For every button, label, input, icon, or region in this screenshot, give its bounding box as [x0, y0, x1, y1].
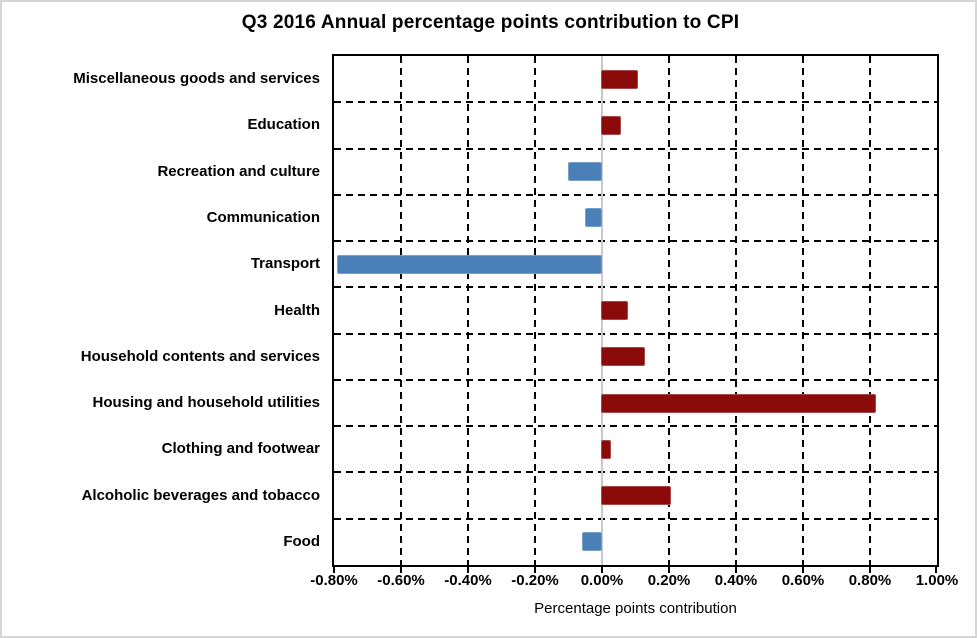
gridline-vertical: [534, 56, 536, 565]
bar-negative: [568, 162, 602, 181]
axis-tick: [601, 567, 603, 573]
axis-tick: [735, 567, 737, 573]
bar-positive: [601, 486, 671, 505]
bar-positive: [601, 301, 628, 320]
x-axis-title: Percentage points contribution: [534, 600, 737, 617]
x-tick-label: 0.80%: [848, 572, 892, 589]
category-label: Communication: [206, 209, 320, 226]
gridline-vertical: [869, 56, 871, 565]
category-label: Recreation and culture: [157, 163, 320, 180]
x-tick-label: 1.00%: [915, 572, 959, 589]
gridline-horizontal: [334, 333, 937, 335]
category-label: Education: [247, 116, 320, 133]
x-tick-label: 0.00%: [580, 572, 624, 589]
bar-positive: [601, 347, 645, 366]
x-tick-label: 0.60%: [781, 572, 825, 589]
axis-tick: [534, 567, 536, 573]
plot-area: [332, 54, 939, 573]
category-label: Clothing and footwear: [161, 440, 320, 457]
gridline-horizontal: [334, 425, 937, 427]
category-label: Food: [283, 533, 320, 550]
gridline-horizontal: [334, 471, 937, 473]
gridline-horizontal: [334, 240, 937, 242]
gridline-horizontal: [334, 518, 937, 520]
gridline-horizontal: [334, 379, 937, 381]
gridline-horizontal: [334, 286, 937, 288]
bar-negative: [337, 255, 602, 274]
x-tick-label: -0.20%: [511, 572, 559, 589]
x-tick-label: 0.40%: [714, 572, 758, 589]
axis-tick: [802, 567, 804, 573]
category-label: Housing and household utilities: [92, 394, 321, 411]
axis-tick: [869, 567, 871, 573]
category-label: Alcoholic beverages and tobacco: [81, 487, 320, 504]
axis-tick: [400, 567, 402, 573]
gridline-vertical: [735, 56, 737, 565]
x-tick-label: 0.20%: [647, 572, 691, 589]
x-tick-label: -0.60%: [377, 572, 425, 589]
gridline-horizontal: [334, 148, 937, 150]
axis-tick: [935, 567, 937, 573]
x-tick-label: -0.80%: [310, 572, 358, 589]
bar-positive: [601, 116, 621, 135]
bar-positive: [601, 394, 876, 413]
bar-positive: [601, 70, 638, 89]
category-label: Transport: [250, 255, 320, 272]
axis-tick: [467, 567, 469, 573]
category-label: Miscellaneous goods and services: [73, 70, 320, 87]
gridline-horizontal: [334, 101, 937, 103]
category-label: Household contents and services: [80, 348, 320, 365]
bar-positive: [601, 440, 611, 459]
bar-negative: [585, 208, 602, 227]
gridline-horizontal: [334, 194, 937, 196]
gridline-vertical: [802, 56, 804, 565]
bar-negative: [582, 532, 602, 551]
chart-title: Q3 2016 Annual percentage points contrib…: [241, 12, 740, 33]
axis-tick: [333, 567, 335, 573]
gridline-vertical: [400, 56, 402, 565]
category-label: Health: [274, 302, 320, 319]
axis-tick: [668, 567, 670, 573]
x-tick-label: -0.40%: [444, 572, 492, 589]
gridline-vertical: [467, 56, 469, 565]
gridline-vertical: [668, 56, 670, 565]
